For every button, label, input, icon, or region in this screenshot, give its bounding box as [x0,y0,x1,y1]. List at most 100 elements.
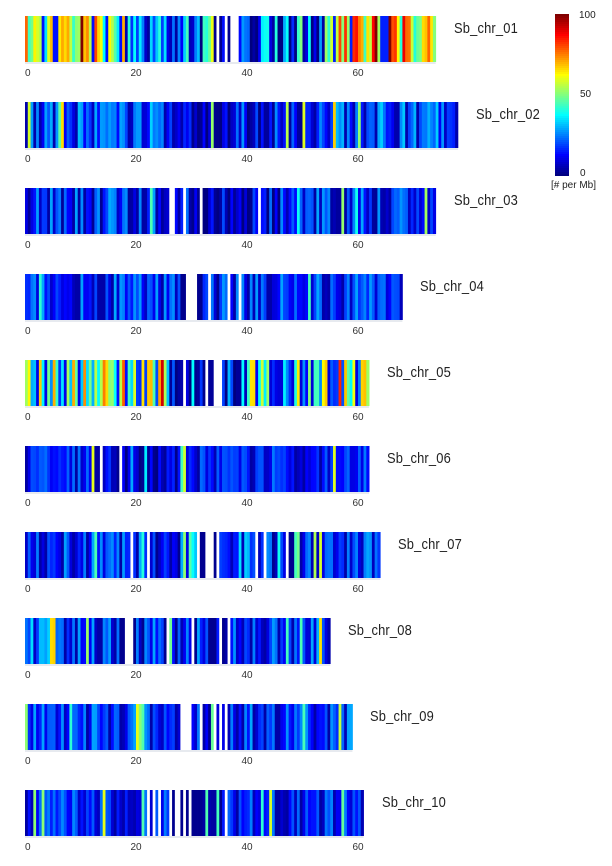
density-stripe [49,704,54,750]
density-stripe [291,704,295,750]
density-stripe [308,446,312,492]
density-stripe [269,446,273,492]
density-stripe [224,16,228,62]
density-stripe [152,102,156,148]
density-stripe [355,102,359,148]
density-stripe [363,102,367,148]
density-stripe [136,188,140,234]
density-stripe [235,188,240,234]
density-stripe [233,16,237,62]
density-stripe [49,102,54,148]
density-stripe [244,618,248,664]
density-stripe [83,102,87,148]
density-stripe [144,446,148,492]
density-stripe [72,16,76,62]
density-stripe [305,704,309,750]
density-stripe [183,618,187,664]
density-stripe [210,446,215,492]
density-stripe [172,188,176,234]
density-stripe [55,790,59,836]
density-stripe [25,790,29,836]
density-stripe [213,532,217,578]
density-stripe [152,532,156,578]
density-stripe [116,618,120,664]
density-stripe [38,704,43,750]
density-stripe [319,532,323,578]
density-stripe [105,188,109,234]
density-stripe [283,360,287,406]
density-stripe [324,360,328,406]
density-stripe [61,704,65,750]
density-stripe [144,188,148,234]
density-stripe [235,102,240,148]
density-stripe [274,16,278,62]
density-stripe [382,274,387,320]
density-stripe [172,790,176,836]
density-stripe [308,360,312,406]
density-stripe [430,16,434,62]
density-stripe [141,274,145,320]
density-stripe [324,704,328,750]
density-stripe [105,532,109,578]
density-stripe [38,360,43,406]
density-stripe [149,274,154,320]
density-stripe [166,274,170,320]
density-stripe [280,188,284,234]
density-stripe [330,274,334,320]
density-stripe [166,790,170,836]
density-stripe [333,532,337,578]
density-stripe [274,446,278,492]
density-stripe [185,16,190,62]
density-stripe [77,790,81,836]
colorbar-step [555,34,569,37]
density-stripe [341,360,345,406]
density-stripe [338,16,342,62]
density-stripe [155,274,159,320]
density-stripe [72,102,76,148]
density-stripe [319,446,323,492]
density-stripe [47,274,51,320]
density-stripe [169,16,173,62]
density-stripe [63,360,68,406]
density-stripe [122,274,126,320]
density-stripe [166,102,170,148]
density-stripe [355,532,359,578]
density-stripe [302,446,306,492]
density-stripe [210,188,215,234]
density-stripe [86,704,90,750]
colorbar-step [555,112,569,115]
density-stripe [108,618,112,664]
density-stripe [169,704,173,750]
density-stripe [166,532,170,578]
density-stripe [316,360,320,406]
density-stripe [269,704,273,750]
density-stripe [97,102,101,148]
density-stripe [197,618,201,664]
density-stripe [177,16,181,62]
density-stripe [224,102,228,148]
density-stripe [255,618,259,664]
density-stripe [263,274,267,320]
density-stripe [94,188,98,234]
density-stripe [183,446,187,492]
density-stripe [235,618,240,664]
density-stripe [30,274,34,320]
density-stripe [235,274,240,320]
density-stripe [274,188,278,234]
density-stripe [413,188,417,234]
colorbar-step [555,20,569,23]
density-stripe [119,790,123,836]
density-stripe [369,102,373,148]
density-stripe [224,360,228,406]
density-stripe [260,102,265,148]
density-stripe [394,102,398,148]
density-stripe [227,618,231,664]
density-stripe [421,102,425,148]
density-stripe [210,102,215,148]
density-stripe [252,188,256,234]
density-stripe [91,188,95,234]
density-stripe [360,16,364,62]
density-stripe [321,188,326,234]
x-tick-label: 40 [241,326,253,337]
